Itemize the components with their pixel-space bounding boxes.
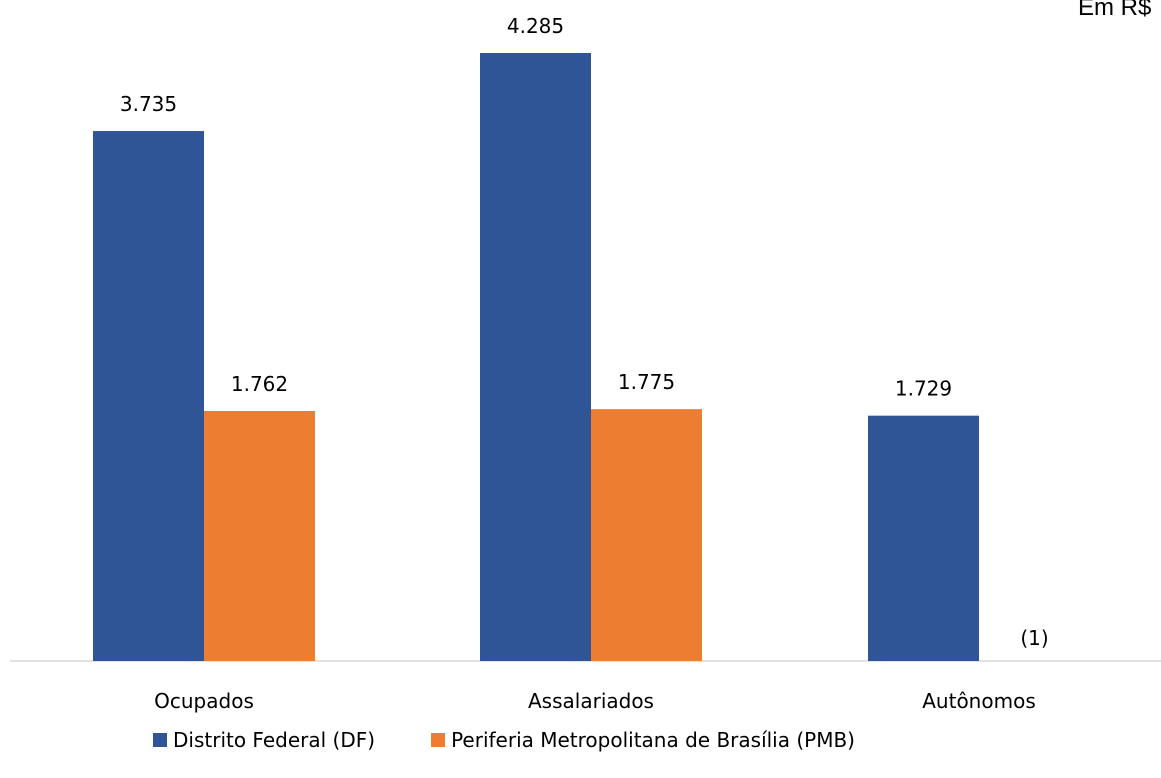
bars-group — [93, 53, 979, 661]
category-label-1: Assalariados — [528, 689, 654, 713]
data-label-pmb-1: 1.775 — [618, 370, 675, 394]
unit-note: Em R$ — [1078, 0, 1152, 21]
bar-pmb-0 — [204, 410, 315, 661]
legend-label-df: Distrito Federal (DF) — [173, 728, 376, 752]
legend-swatch-df — [153, 733, 167, 747]
data-label-df-1: 4.285 — [507, 14, 564, 38]
data-label-pmb-0: 1.762 — [231, 372, 288, 396]
legend-item-pmb: Periferia Metropolitana de Brasília (PMB… — [431, 728, 855, 752]
legend-item-df: Distrito Federal (DF) — [153, 728, 375, 752]
bar-df-1 — [480, 53, 591, 661]
bar-pmb-1 — [591, 409, 702, 661]
data-label-pmb-2: (1) — [1020, 626, 1048, 650]
labels-group: 3.735 1.762 Ocupados 4.285 1.775 Assalariados… — [120, 14, 1049, 713]
data-label-df-2: 1.729 — [895, 377, 952, 401]
legend-label-pmb: Periferia Metropolitana de Brasília (PMB… — [451, 728, 855, 752]
category-label-2: Autônomos — [922, 689, 1036, 713]
bar-df-0 — [93, 131, 204, 661]
bar-chart: 3.735 1.762 Ocupados 4.285 1.775 Assalariados… — [10, 14, 1161, 713]
legend: Distrito Federal (DF) Periferia Metropol… — [153, 724, 911, 756]
bar-df-2 — [868, 415, 979, 661]
legend-swatch-pmb — [431, 733, 446, 747]
data-label-df-0: 3.735 — [120, 92, 177, 116]
category-label-0: Ocupados — [154, 689, 254, 713]
